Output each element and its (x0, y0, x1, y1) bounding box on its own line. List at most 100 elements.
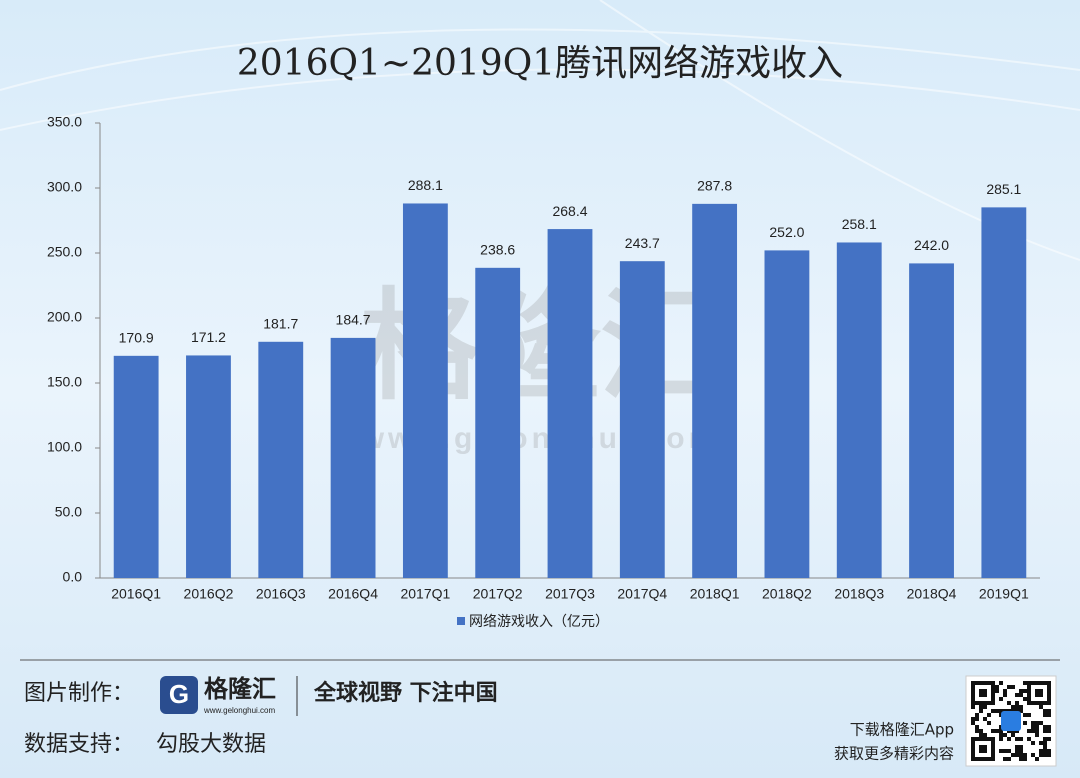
legend-swatch (457, 617, 465, 625)
legend-label: 网络游戏收入（亿元） (469, 614, 609, 630)
x-tick-label: 2016Q2 (184, 586, 234, 602)
data-label: 258.1 (842, 216, 877, 232)
qr-cell (1027, 729, 1031, 733)
data-label: 252.0 (769, 224, 804, 240)
qr-cell (971, 745, 975, 749)
qr-cell (979, 709, 983, 713)
qr-cell (975, 725, 979, 729)
qr-cell (1031, 729, 1035, 733)
qr-cell (1015, 749, 1019, 753)
qr-cell (1039, 753, 1043, 757)
qr-cell (1043, 701, 1047, 705)
qr-cell (971, 717, 975, 721)
bar (981, 207, 1027, 578)
qr-cell (1047, 737, 1051, 741)
qr-cell (1015, 693, 1019, 697)
qr-cell (979, 737, 983, 741)
qr-cell (1027, 685, 1031, 689)
bar (619, 261, 665, 578)
x-tick-label: 2018Q3 (834, 586, 884, 602)
qr-cell (1039, 693, 1043, 697)
bar (402, 203, 448, 578)
qr-cell (1003, 733, 1007, 737)
qr-cell (1019, 745, 1023, 749)
qr-cell (983, 745, 987, 749)
qr-cell (991, 729, 995, 733)
qr-cell (1011, 733, 1015, 737)
qr-cell (1007, 749, 1011, 753)
qr-cell (1039, 705, 1043, 709)
bar (113, 355, 159, 578)
qr-cell (1015, 753, 1019, 757)
qr-cell (1003, 693, 1007, 697)
qr-cell (1027, 697, 1031, 701)
qr-cell (983, 701, 987, 705)
qr-cell (991, 689, 995, 693)
qr-cell (975, 681, 979, 685)
qr-cell (983, 737, 987, 741)
qr-cell (991, 741, 995, 745)
qr-cell (979, 745, 983, 749)
chart-title: 2016Q1~2019Q1腾讯网络游戏收入 (237, 43, 843, 84)
qr-cell (971, 689, 975, 693)
qr-cell (991, 693, 995, 697)
qr-cell (1039, 721, 1043, 725)
bar (909, 263, 954, 578)
qr-cell (1031, 741, 1035, 745)
qr-cell (1035, 701, 1039, 705)
qr-cell (1031, 721, 1035, 725)
qr-cell (1023, 681, 1027, 685)
qr-cell (1007, 685, 1011, 689)
bar (330, 337, 376, 578)
qr-cell (1035, 729, 1039, 733)
qr-cell (1003, 757, 1007, 761)
y-tick-label: 150.0 (47, 374, 82, 390)
qr-cell (1047, 753, 1051, 757)
qr-cell (991, 697, 995, 701)
qr-cell (1015, 737, 1019, 741)
decoration (0, 0, 1080, 261)
qr-cell (971, 737, 975, 741)
data-label: 242.0 (914, 237, 949, 253)
qr-cell (1043, 753, 1047, 757)
data-label: 170.9 (119, 330, 154, 346)
data-label: 288.1 (408, 177, 443, 193)
qr-cell (1027, 737, 1031, 741)
qr-logo (1001, 711, 1021, 731)
qr-cell (999, 709, 1003, 713)
x-tick-label: 2018Q4 (907, 586, 957, 602)
qr-cell (983, 757, 987, 761)
qr-cell (975, 737, 979, 741)
data-label: 268.4 (552, 203, 587, 219)
qr-cell (1035, 725, 1039, 729)
logo-letter: G (169, 679, 189, 709)
x-tick-label: 2019Q1 (979, 586, 1029, 602)
qr-cell (999, 681, 1003, 685)
qr-cell (971, 753, 975, 757)
qr-cell (971, 757, 975, 761)
qr-cell (1007, 737, 1011, 741)
qr-cell (1031, 753, 1035, 757)
qr-cell (983, 733, 987, 737)
qr-cell (979, 705, 983, 709)
qr-cell (1043, 709, 1047, 713)
qr-cell (991, 737, 995, 741)
qr-cell (979, 701, 983, 705)
qr-cell (1047, 689, 1051, 693)
qr-cell (1035, 681, 1039, 685)
qr-cell (979, 681, 983, 685)
download-text: 下载格隆汇App (850, 721, 954, 739)
qr-cell (1019, 749, 1023, 753)
qr-cell (971, 697, 975, 701)
qr-cell (1031, 725, 1035, 729)
qr-cell (995, 685, 999, 689)
qr-cell (1043, 681, 1047, 685)
x-tick-label: 2016Q4 (328, 586, 378, 602)
qr-cell (995, 709, 999, 713)
qr-cell (1043, 741, 1047, 745)
data-label: 287.8 (697, 178, 732, 194)
qr-cell (971, 741, 975, 745)
qr-cell (1047, 729, 1051, 733)
data-label: 243.7 (625, 235, 660, 251)
